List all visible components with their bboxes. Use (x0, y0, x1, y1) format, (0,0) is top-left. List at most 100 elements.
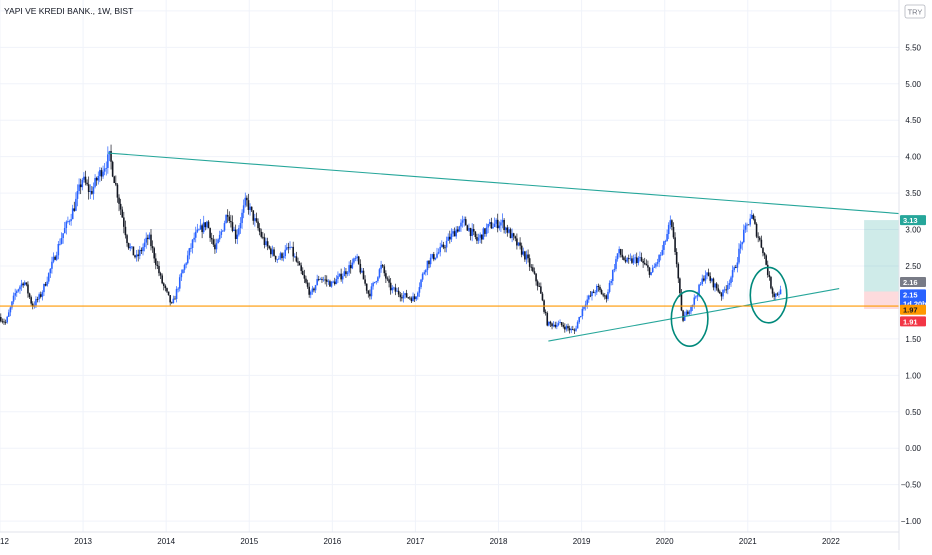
candle-body (311, 288, 314, 292)
candle-body (129, 246, 132, 249)
candle-body (680, 293, 683, 311)
candle-body (47, 273, 50, 282)
candle-body (276, 259, 279, 261)
candle-body (746, 224, 748, 226)
candle-body (286, 247, 288, 250)
candle-body (73, 208, 76, 211)
candle-body (409, 297, 411, 299)
candle-body (645, 263, 648, 266)
long-position-target-zone[interactable] (864, 220, 899, 292)
candle-body (661, 249, 664, 255)
candle-body (611, 270, 614, 282)
price-label: 2.16 (900, 277, 926, 288)
candle-body (41, 292, 44, 297)
price-axis[interactable]: 6.005.505.004.504.003.503.002.501.501.00… (901, 7, 922, 526)
candle-body (210, 237, 213, 240)
candle-body (779, 289, 782, 295)
candle-body (380, 264, 382, 270)
candle-body (532, 267, 534, 272)
candle-body (727, 285, 729, 290)
candle-body (755, 223, 758, 237)
candle-body (760, 239, 763, 248)
candle-body (111, 161, 114, 177)
price-axis-background (899, 0, 932, 550)
candle-body (225, 215, 227, 224)
candle-body (659, 254, 662, 256)
highlight-circle[interactable] (670, 289, 709, 347)
candle-body (204, 222, 207, 228)
candle-body (183, 264, 186, 270)
candle-body (186, 255, 189, 264)
candle-body (774, 293, 777, 297)
candle-body (191, 239, 194, 248)
candle-body (635, 257, 638, 264)
candle-body (51, 261, 53, 269)
price-tick-label: 0.00 (905, 444, 921, 453)
candle-body (385, 273, 387, 279)
candle-body (78, 184, 80, 192)
candle-body (127, 243, 130, 249)
candle-body (728, 283, 731, 286)
candle-body (388, 279, 390, 283)
candle-body (107, 154, 109, 168)
currency-button[interactable]: TRY (904, 4, 926, 19)
candle-body (488, 222, 491, 224)
candle-body (139, 249, 141, 256)
candle-body (1, 321, 4, 323)
trendline[interactable] (107, 152, 900, 215)
candle-body (151, 246, 154, 249)
long-position-stop-zone[interactable] (864, 291, 899, 309)
candle-body (131, 246, 133, 248)
candle-body (341, 276, 344, 280)
candle-body (496, 219, 499, 229)
candle-body (134, 255, 136, 258)
candle-body (476, 237, 478, 241)
drawing-tools[interactable] (0, 152, 900, 347)
candle-body (301, 270, 304, 275)
price-label-text: 3.13 (903, 216, 918, 225)
candle-body (298, 262, 301, 266)
candle-body (734, 267, 737, 268)
candle-body (773, 293, 775, 297)
candle-body (332, 281, 334, 283)
candle-body (469, 228, 472, 236)
candle-body (608, 282, 611, 292)
candle-body (770, 277, 772, 289)
candle-body (509, 229, 512, 239)
candle-body (257, 221, 259, 229)
candle-body (503, 219, 505, 231)
candle-body (701, 278, 704, 284)
price-tick-label: 5.50 (905, 43, 921, 52)
time-axis[interactable]: 2012 2013 2014 2015 2016 2017 2018 2019 2020 2021… (0, 537, 840, 546)
candle-body (736, 262, 739, 268)
candle-body (295, 256, 298, 262)
candle-body (450, 233, 453, 240)
candle-body (587, 295, 590, 300)
candle-body (629, 258, 632, 260)
candle-body (634, 257, 636, 259)
candle-body (549, 321, 552, 324)
candle-body (485, 227, 488, 234)
candle-body (482, 228, 485, 240)
candle-body (174, 298, 176, 300)
trendline[interactable] (548, 288, 840, 342)
candle-body (399, 294, 402, 298)
highlight-circle[interactable] (749, 266, 788, 324)
time-tick-label: 2018 (490, 537, 508, 546)
candle-body (266, 241, 269, 247)
candle-body (345, 271, 347, 275)
candle-body (362, 270, 365, 280)
candle-body (583, 306, 585, 309)
time-tick-label: 2021 (739, 537, 757, 546)
candle-body (479, 234, 481, 238)
candle-body (595, 285, 598, 293)
candle-body (182, 269, 184, 274)
candle-body (217, 239, 219, 244)
candle-body (365, 283, 368, 291)
candle-body (528, 258, 531, 267)
candle-body (364, 279, 366, 284)
time-tick-label: 2017 (407, 537, 425, 546)
candle-body (115, 183, 117, 185)
